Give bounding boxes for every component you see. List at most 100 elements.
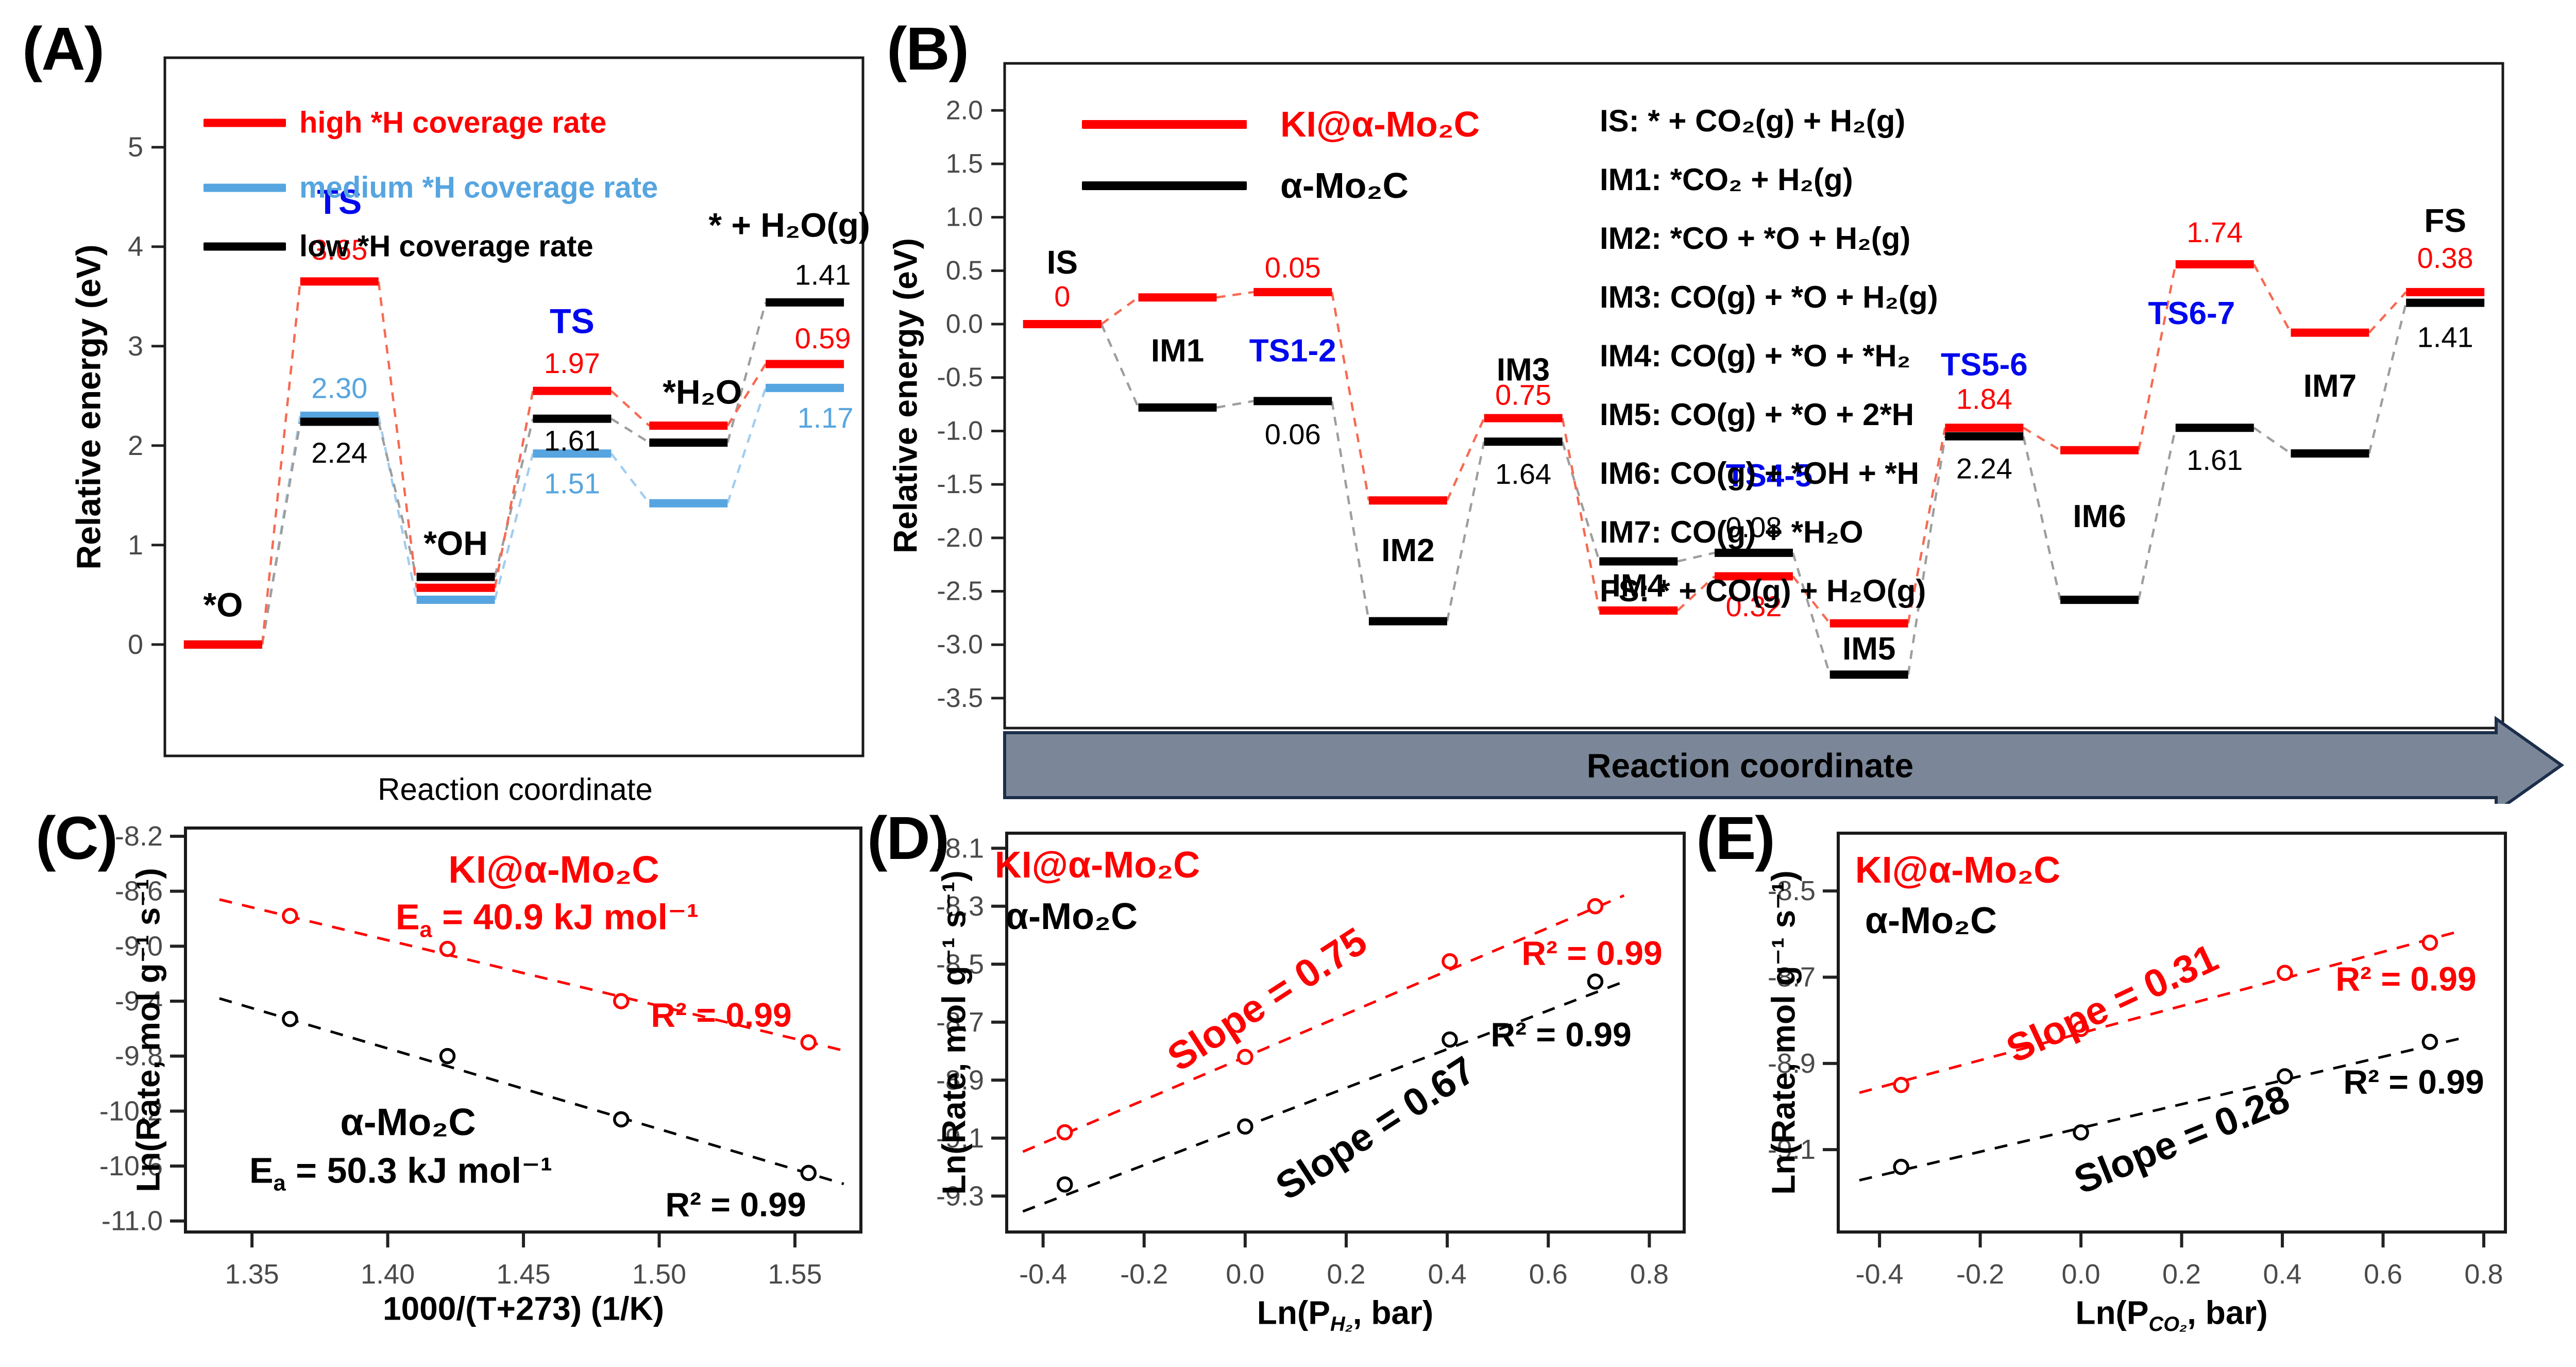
y-tick-label: -9.3: [936, 1180, 984, 1211]
species-name: IM4: [1600, 339, 1652, 373]
x-tick-label: 1.50: [632, 1259, 686, 1290]
legend-swatch-low: [204, 242, 286, 250]
connector: [2137, 264, 2177, 451]
data-point: [1587, 973, 1604, 990]
connector: [2368, 302, 2408, 454]
x-tick-label: 1.35: [225, 1259, 279, 1290]
connector: [261, 421, 301, 645]
y-tick-label: 0.0: [946, 309, 983, 339]
level-label: 3.65: [311, 233, 367, 266]
species-item: IS: * + CO₂(g) + H₂(g): [1600, 92, 1938, 150]
panel-d-xlabel-post: , bar): [1352, 1294, 1434, 1331]
species-name: IM5: [1600, 397, 1652, 432]
ea-black-post: = 50.3 kJ mol⁻¹: [285, 1150, 553, 1191]
level-label: 2.24: [311, 436, 367, 469]
y-tick-label: -8.2: [115, 821, 163, 852]
connector: [1446, 441, 1485, 622]
y-tick-label: -8.9: [1768, 1048, 1816, 1079]
y-tick-label: 2: [128, 430, 143, 461]
panel-e-ylabel: Ln(Rate, mol g⁻¹ s⁻¹): [1765, 870, 1802, 1195]
y-tick-label: 1: [128, 530, 143, 561]
connector: [726, 363, 767, 427]
r2-black-d: R² = 0.99: [1490, 1015, 1632, 1054]
y-tick-label: -10.6: [99, 1151, 163, 1182]
species-formula: : CO(g) + *H₂O: [1651, 515, 1863, 549]
level-label: * + H₂O(g): [708, 206, 870, 244]
r2-red-e: R² = 0.99: [2335, 959, 2477, 998]
plot-frame: [1003, 62, 2504, 730]
level-label: TS: [317, 182, 362, 222]
species-name: IM1: [1600, 162, 1652, 197]
panel-c-plot: 1.35 1.40 1.45 1.50 1.55 -8.2 -8.6 -9.0 -9.4 -9.8…: [99, 821, 862, 1290]
connector: [1791, 552, 1831, 675]
panel-e-plot: -0.4 -0.2 0.0 0.2 0.4 0.6 0.8 -8.5 -8.7 -8.9 -9.1: [1768, 832, 2507, 1290]
x-tick-label: 0.6: [1529, 1259, 1568, 1290]
panel-b-ylabel: Relative energy (eV): [887, 238, 924, 553]
panel-d-xlabel-pre: Ln(P: [1257, 1294, 1330, 1331]
series-title-ki-d: KI@α-Mo₂C: [994, 845, 1200, 886]
level-label: 1.51: [544, 467, 600, 500]
y-tick-label: 1.5: [946, 149, 983, 179]
x-tick-label: -0.2: [1120, 1259, 1168, 1290]
y-tick-label: -9.1: [936, 1123, 984, 1154]
x-tick-label: 0.8: [2464, 1259, 2503, 1290]
data-point: [2277, 1068, 2293, 1085]
r2-red-c: R² = 0.99: [651, 995, 792, 1034]
trend-line: [1859, 1037, 2459, 1182]
connector: [726, 302, 767, 443]
legend-item-ki: KI@α-Mo₂C: [1082, 104, 1480, 145]
y-tick-label: -8.5: [1768, 875, 1816, 906]
y-tick-label: -8.1: [936, 833, 984, 864]
trend-line: [219, 898, 844, 1052]
panel-a-plot: 0 1 2 3 4 5 *O TS 3.65 2.30 2.24 *OH TS 1.97 1.61 1.51 *…: [128, 56, 870, 757]
level-label: *H₂O: [663, 373, 742, 411]
connector: [494, 453, 534, 600]
data-point: [1442, 953, 1458, 970]
series-title-ki-e: KI@α-Mo₂C: [1855, 850, 2061, 891]
trend-line: [1859, 930, 2459, 1094]
species-list: IS: * + CO₂(g) + H₂(g) IM1: *CO₂ + H₂(g) I…: [1600, 92, 1938, 620]
y-tick-label: 3: [128, 331, 143, 362]
y-tick-label: -8.7: [1768, 961, 1816, 992]
ea-red: Ea = 40.9 kJ mol⁻¹: [396, 898, 699, 941]
species-formula: : *CO + *O + H₂(g): [1651, 221, 1911, 256]
panel-c-ylabel: Ln(Rate, mol g⁻¹ s⁻¹): [129, 868, 167, 1192]
panel-d-letter: (D): [867, 804, 950, 873]
r2-black-c: R² = 0.99: [665, 1185, 806, 1224]
panel-b: 2.0 1.5 1.0 0.5 0.0 -0.5 -1.0 -1.5 -2.0 -2.5 -3.0 -…: [876, 0, 2576, 804]
series-title-mo2c-d: α-Mo₂C: [1005, 896, 1138, 938]
connector: [1561, 441, 1601, 562]
data-point: [800, 1034, 817, 1051]
level-label: 2.24: [1956, 452, 2012, 485]
data-point: [1057, 1124, 1073, 1141]
legend-label-high: high *H coverage rate: [299, 106, 607, 140]
data-point: [1442, 1031, 1458, 1048]
species-name: IM2: [1600, 221, 1652, 256]
x-tick-label: 0.2: [1327, 1259, 1365, 1290]
data-point: [1587, 898, 1604, 915]
series-title-ki-c: KI@α-Mo₂C: [448, 848, 659, 891]
level-label: 1.74: [2187, 216, 2243, 248]
level-label: 1.41: [2417, 320, 2473, 353]
trend-line: [1022, 894, 1625, 1153]
panel-e-xlabel: Ln(PCO₂, bar): [2075, 1294, 2268, 1335]
species-item: IM4: CO(g) + *O + *H₂: [1600, 327, 1938, 385]
trend-line: [219, 997, 844, 1186]
level-label: 0.32: [1726, 590, 1782, 622]
ea-black: Ea = 50.3 kJ mol⁻¹: [249, 1150, 553, 1194]
species-formula: : CO(g) + *OH + *H: [1651, 456, 1920, 491]
level-label: *O: [203, 586, 243, 624]
y-tick-label: -11.0: [101, 1206, 163, 1237]
data-point: [2277, 965, 2293, 981]
x-tick-label: 0.0: [1226, 1259, 1264, 1290]
panel-d: -0.4 -0.2 0.0 0.2 0.4 0.6 0.8 -8.1 -8.3 -8.5 -8.7 -…: [867, 794, 1700, 1367]
y-tick-label: -2.0: [937, 523, 983, 553]
connector: [1561, 418, 1601, 611]
data-point: [2421, 1034, 2438, 1050]
x-tick-label: 0.2: [2162, 1259, 2201, 1290]
panel-e-xlabel-post: , bar): [2187, 1294, 2268, 1331]
data-point: [1893, 1076, 1909, 1093]
y-tick-label: -9.4: [115, 986, 163, 1017]
plot-frame: [1837, 832, 2507, 1234]
series-title-mo2c-c: α-Mo₂C: [340, 1101, 476, 1144]
